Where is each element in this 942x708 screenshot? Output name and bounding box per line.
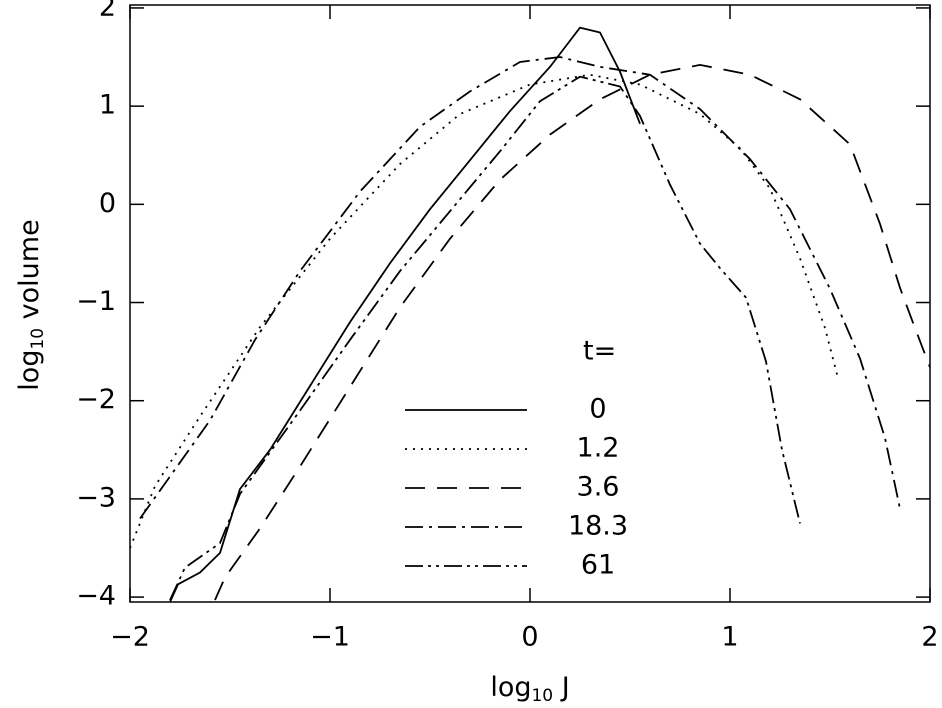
x-label-rest: J — [553, 672, 570, 703]
legend-label: 0 — [589, 394, 606, 425]
series-line — [214, 63, 930, 601]
y-tick-label: −1 — [76, 286, 116, 317]
y-label-sub: 10 — [28, 328, 48, 350]
y-label-main: log — [14, 350, 45, 391]
legend-label: 18.3 — [568, 511, 628, 542]
x-tick-label: 0 — [521, 622, 538, 653]
x-label-sub: 10 — [531, 686, 553, 706]
x-tick-label: −1 — [310, 622, 350, 653]
y-tick-label: −4 — [76, 581, 116, 612]
y-axis-label: log10 volume — [14, 219, 49, 390]
y-tick-label: −3 — [76, 482, 116, 513]
series-line — [139, 56, 901, 520]
plot-area — [130, 26, 930, 602]
legend-label: 3.6 — [577, 472, 620, 503]
series-line — [169, 26, 641, 602]
y-tick-label: −2 — [76, 384, 116, 415]
series-line — [169, 75, 801, 601]
x-axis-label: log10 J — [490, 672, 569, 707]
x-tick-label: 2 — [921, 622, 938, 653]
x-tick-label: −2 — [110, 622, 150, 653]
legend-title: t= — [583, 336, 616, 367]
y-tick-label: 2 — [99, 0, 116, 22]
legend-label: 1.2 — [577, 433, 620, 464]
legend-label: 61 — [581, 550, 615, 581]
x-tick-label: 1 — [721, 622, 738, 653]
x-label-main: log — [490, 672, 531, 703]
plot-frame — [129, 4, 931, 603]
y-tick-label: 0 — [99, 188, 116, 219]
y-label-rest: volume — [14, 219, 45, 328]
series-line — [130, 73, 839, 549]
y-tick-label: 1 — [99, 90, 116, 121]
